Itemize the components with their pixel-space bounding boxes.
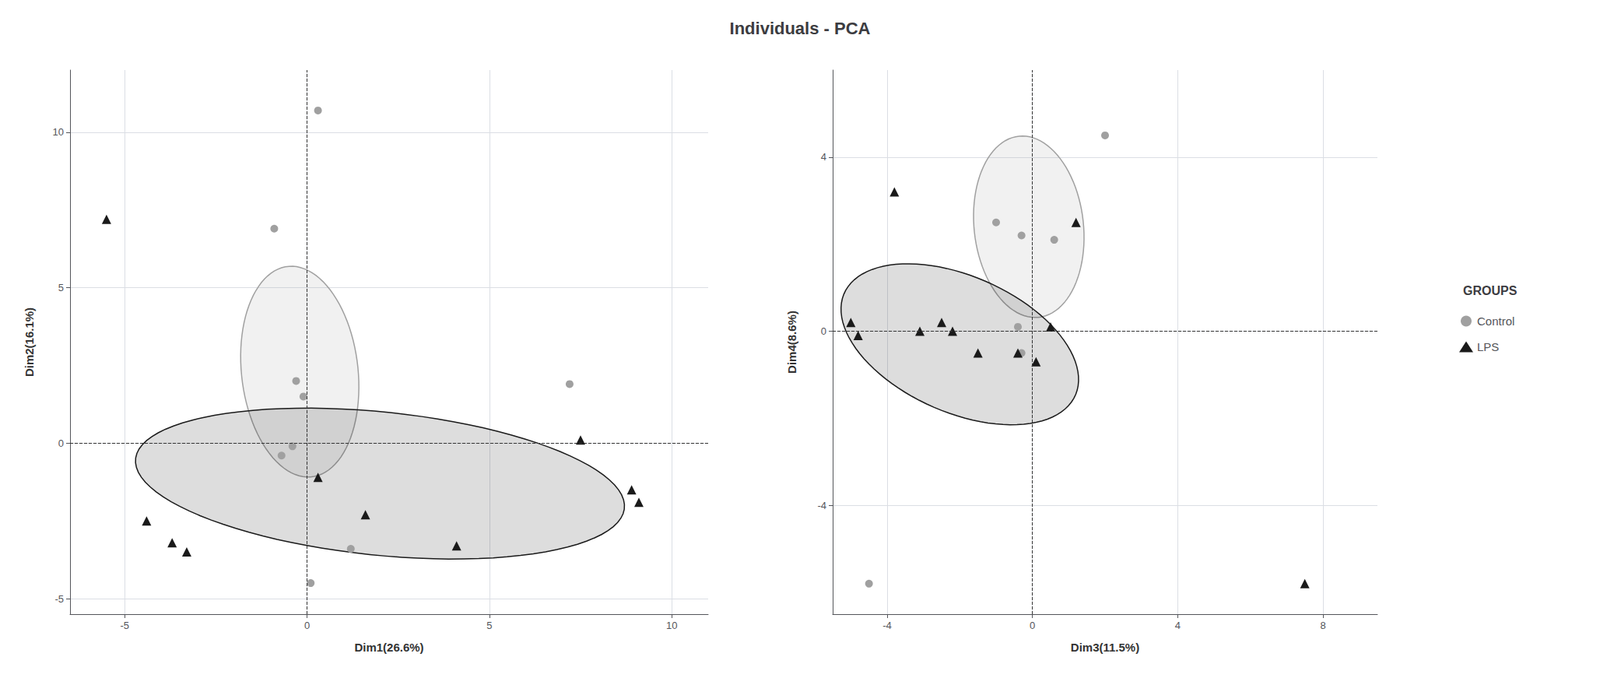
svg-text:0: 0 (58, 437, 64, 450)
svg-text:0: 0 (304, 619, 310, 632)
svg-text:5: 5 (486, 619, 492, 632)
svg-text:4: 4 (1175, 619, 1181, 632)
svg-text:-5: -5 (54, 592, 64, 605)
svg-text:Dim4(8.6%): Dim4(8.6%) (785, 310, 799, 374)
svg-text:Individuals - PCA: Individuals - PCA (729, 18, 871, 39)
svg-text:8: 8 (1319, 619, 1326, 632)
svg-text:Dim2(16.1%): Dim2(16.1%) (22, 307, 36, 377)
svg-text:-4: -4 (817, 499, 827, 512)
svg-text:-5: -5 (120, 619, 130, 632)
svg-text:0: 0 (1029, 619, 1036, 632)
svg-text:4: 4 (821, 150, 827, 163)
svg-text:GROUPS: GROUPS (1463, 284, 1518, 298)
svg-text:-4: -4 (882, 619, 892, 632)
svg-text:0: 0 (821, 325, 827, 337)
svg-text:5: 5 (58, 281, 64, 294)
svg-text:LPS: LPS (1477, 340, 1499, 354)
svg-text:Control: Control (1477, 314, 1515, 328)
svg-text:10: 10 (666, 619, 678, 632)
svg-text:Dim3(11.5%): Dim3(11.5%) (1070, 640, 1140, 654)
svg-text:Dim1(26.6%): Dim1(26.6%) (354, 640, 424, 654)
svg-text:10: 10 (52, 126, 64, 138)
